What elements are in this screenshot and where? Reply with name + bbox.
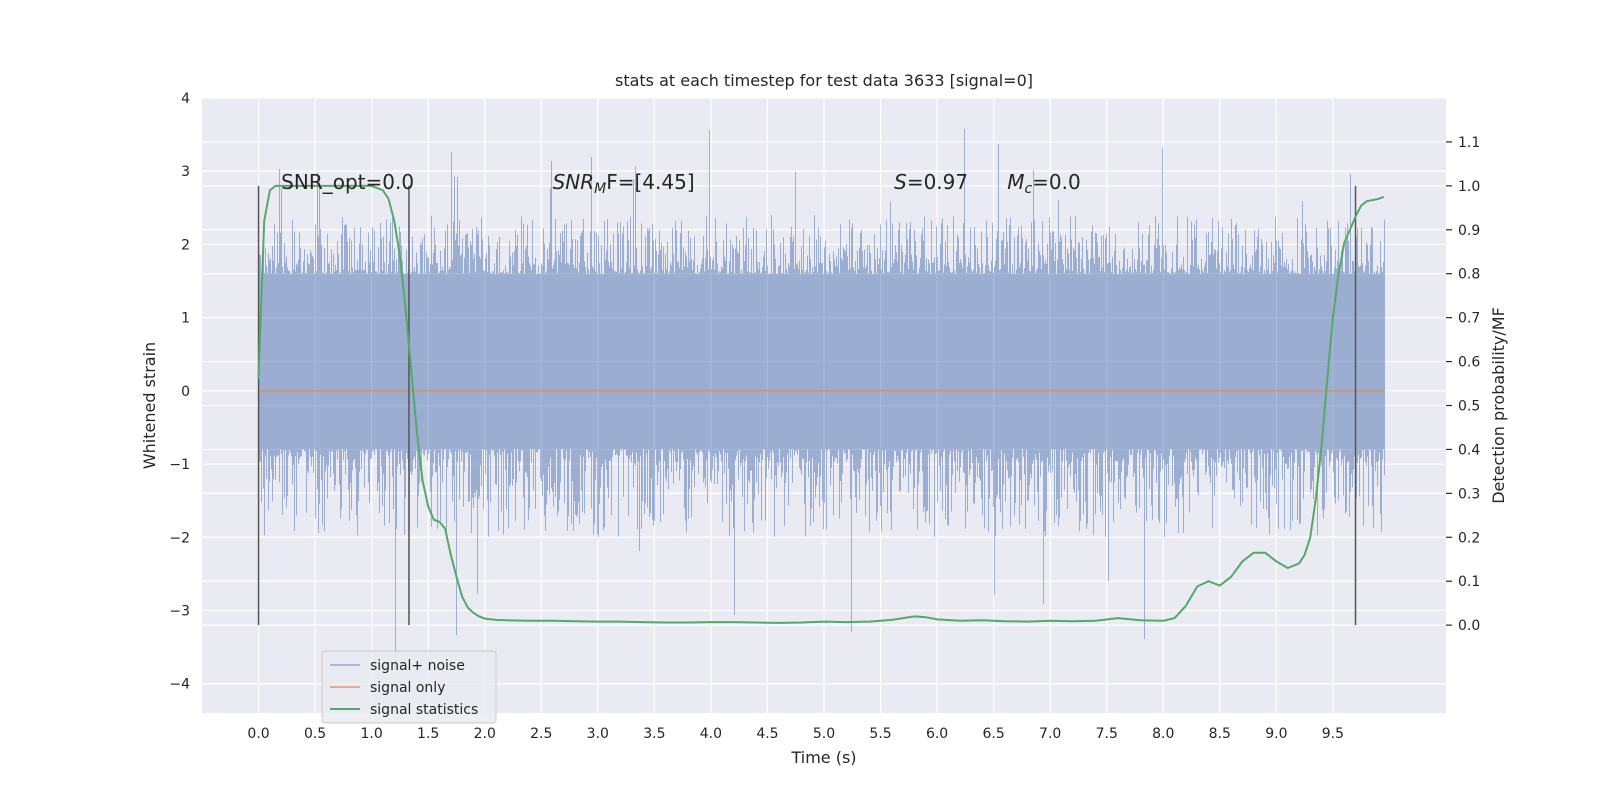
y-tick-label: 4 xyxy=(181,91,190,107)
annotation: SNR_opt=0.0 xyxy=(281,170,414,194)
x-tick-label: 9.5 xyxy=(1322,726,1344,742)
y2-tick-label: 0.0 xyxy=(1458,618,1480,634)
x-tick-label: 1.0 xyxy=(361,726,383,742)
y2-tick-label: 0.3 xyxy=(1458,486,1480,502)
vertical-markers xyxy=(257,185,1357,626)
y-axis-label: Whitened strain xyxy=(140,342,159,469)
annotation: Mc=0.0 xyxy=(1007,170,1081,197)
y-axis-ticks: 4 3 2 1 0 −1 −2 −3 −4 xyxy=(169,91,190,693)
y-tick-label: −1 xyxy=(169,457,190,473)
x-tick-label: 3.5 xyxy=(643,726,665,742)
signal-statistics-line xyxy=(257,184,1385,624)
y2-tick-label: 0.6 xyxy=(1458,355,1480,371)
legend-box xyxy=(321,650,497,724)
y2-axis-label: Detection probability/MF xyxy=(1489,307,1508,504)
x-tick-label: 1.5 xyxy=(417,726,439,742)
x-tick-label: 8.0 xyxy=(1152,726,1174,742)
y2-tick-label: 0.8 xyxy=(1458,267,1480,283)
signal-statistics-series xyxy=(257,184,1385,624)
chart-title: stats at each timestep for test data 363… xyxy=(615,71,1033,90)
y2-tick-label: 0.4 xyxy=(1458,442,1480,458)
legend-label-signal-noise: signal+ noise xyxy=(370,658,465,674)
y-tick-label: 2 xyxy=(181,237,190,253)
x-axis-ticks: 0.0 0.5 1.0 1.5 2.0 2.5 3.0 3.5 4.0 4.5 5.0 5.5 6.0 6… xyxy=(247,726,1344,742)
y2-tick-label: 0.1 xyxy=(1458,574,1480,590)
x-axis-label: Time (s) xyxy=(790,748,856,767)
legend-label-signal-only: signal only xyxy=(370,680,445,696)
annotation: S=0.97 xyxy=(894,170,968,194)
y2-tick-label: 1.1 xyxy=(1458,135,1480,151)
y2-tick-label: 0.2 xyxy=(1458,530,1480,546)
y-tick-label: 0 xyxy=(181,384,190,400)
y-tick-label: 1 xyxy=(181,311,190,327)
y-tick-label: −3 xyxy=(169,604,190,620)
annotation: SNRMF=[4.45] xyxy=(553,170,695,197)
x-tick-label: 9.0 xyxy=(1265,726,1287,742)
legend: signal+ noise signal only signal statist… xyxy=(321,650,497,724)
x-tick-label: 7.5 xyxy=(1096,726,1118,742)
x-tick-label: 6.0 xyxy=(926,726,948,742)
x-tick-label: 0.5 xyxy=(304,726,326,742)
annotations: SNR_opt=0.0 SNRMF=[4.45] S=0.97 Mc=0.0 xyxy=(281,170,1081,197)
x-tick-label: 5.0 xyxy=(813,726,835,742)
x-tick-label: 6.5 xyxy=(983,726,1005,742)
x-tick-label: 3.0 xyxy=(587,726,609,742)
legend-label-signal-statistics: signal statistics xyxy=(370,702,478,718)
x-tick-label: 5.5 xyxy=(869,726,891,742)
x-tick-label: 7.0 xyxy=(1039,726,1061,742)
x-tick-label: 2.0 xyxy=(474,726,496,742)
x-tick-label: 4.5 xyxy=(756,726,778,742)
x-tick-label: 2.5 xyxy=(530,726,552,742)
x-tick-label: 4.0 xyxy=(700,726,722,742)
x-tick-label: 0.0 xyxy=(247,726,269,742)
y2-tick-label: 0.5 xyxy=(1458,399,1480,415)
y-tick-label: −2 xyxy=(169,530,190,546)
y-tick-label: −4 xyxy=(169,677,190,693)
y-tick-label: 3 xyxy=(181,164,190,180)
y2-tick-label: 1.0 xyxy=(1458,179,1480,195)
y2-tick-label: 0.7 xyxy=(1458,311,1480,327)
y2-axis-ticks: 1.1 1.0 0.9 0.8 0.7 0.6 0.5 0.4 0.3 0.2 0.1 0.0 xyxy=(1446,135,1480,634)
x-tick-label: 8.5 xyxy=(1209,726,1231,742)
y2-tick-label: 0.9 xyxy=(1458,223,1480,239)
